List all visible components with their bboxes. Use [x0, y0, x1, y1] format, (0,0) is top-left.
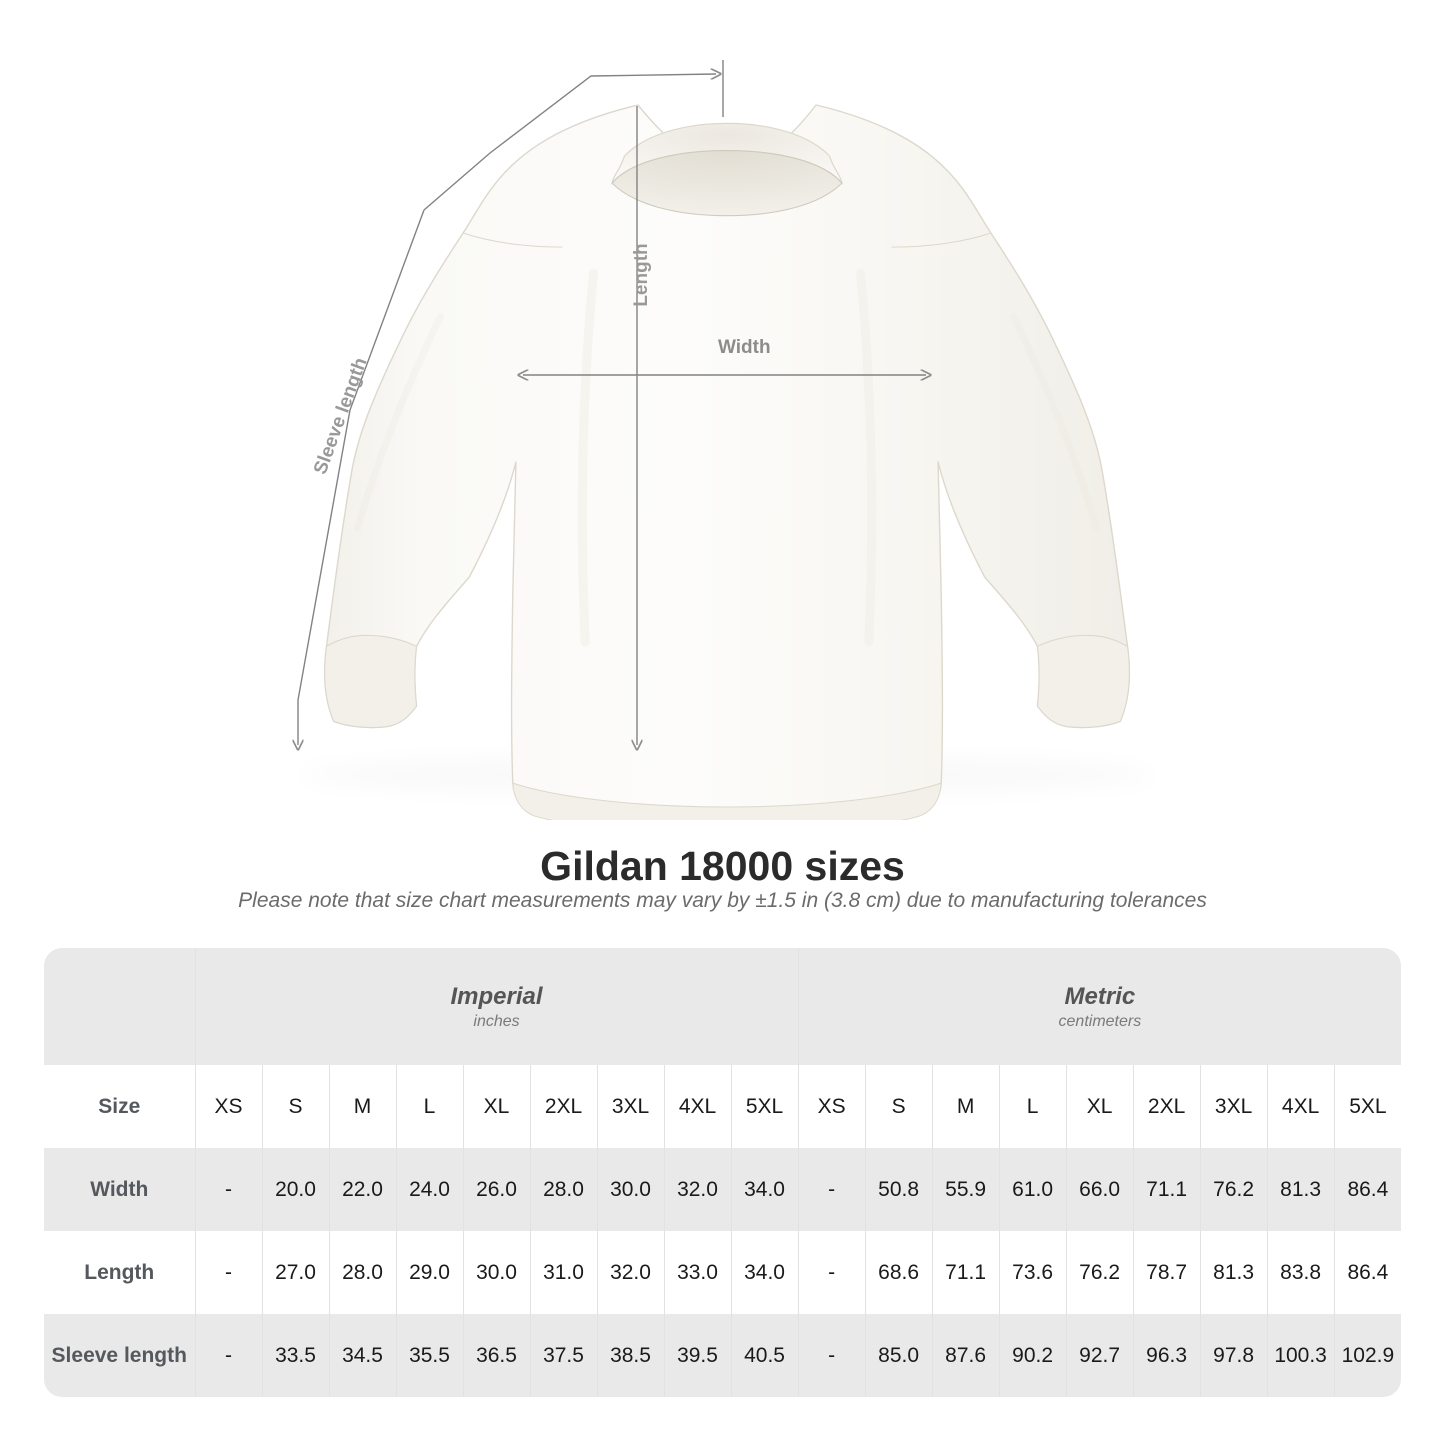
svg-text:Length: Length [631, 243, 652, 306]
svg-text:Width: Width [718, 337, 771, 358]
